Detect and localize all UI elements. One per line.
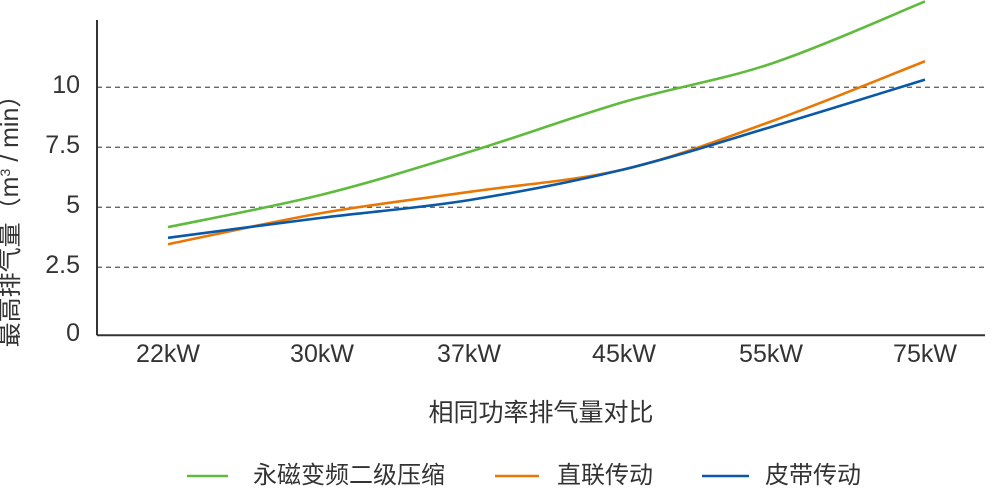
svg-text:30kW: 30kW <box>290 340 354 368</box>
svg-text:永磁变频二级压缩: 永磁变频二级压缩 <box>253 462 445 489</box>
svg-text:最高排气量（m3 / min）: 最高排气量（m3 / min） <box>0 83 24 348</box>
svg-text:7.5: 7.5 <box>45 131 80 159</box>
svg-text:37kW: 37kW <box>437 340 501 368</box>
svg-text:直联传动: 直联传动 <box>557 462 653 489</box>
svg-text:相同功率排气量对比: 相同功率排气量对比 <box>428 399 653 427</box>
svg-text:5: 5 <box>66 191 80 219</box>
svg-text:10: 10 <box>52 71 80 99</box>
svg-text:0: 0 <box>66 319 80 347</box>
svg-text:皮带传动: 皮带传动 <box>765 462 861 489</box>
svg-text:2.5: 2.5 <box>45 251 80 279</box>
svg-text:75kW: 75kW <box>893 340 957 368</box>
svg-text:45kW: 45kW <box>592 340 656 368</box>
svg-text:55kW: 55kW <box>739 340 803 368</box>
svg-text:22kW: 22kW <box>136 340 200 368</box>
